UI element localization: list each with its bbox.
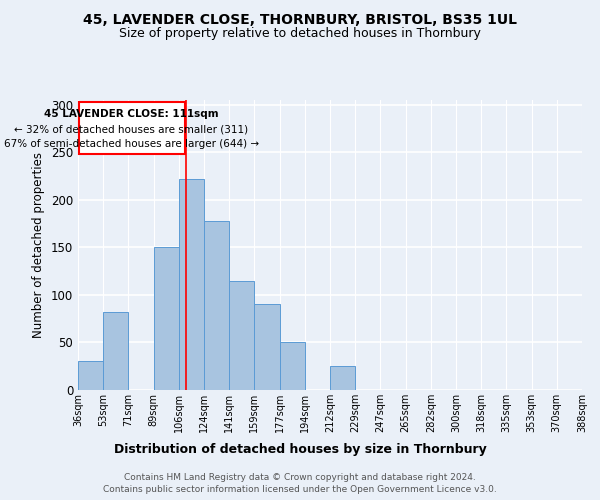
Bar bbox=[103, 312, 128, 390]
Text: Distribution of detached houses by size in Thornbury: Distribution of detached houses by size … bbox=[113, 442, 487, 456]
Y-axis label: Number of detached properties: Number of detached properties bbox=[32, 152, 46, 338]
Bar bbox=[179, 179, 204, 390]
Text: Size of property relative to detached houses in Thornbury: Size of property relative to detached ho… bbox=[119, 28, 481, 40]
Bar bbox=[204, 221, 229, 390]
Bar bbox=[78, 362, 103, 390]
Text: 67% of semi-detached houses are larger (644) →: 67% of semi-detached houses are larger (… bbox=[4, 138, 259, 148]
Bar bbox=[330, 366, 355, 390]
FancyBboxPatch shape bbox=[79, 102, 185, 154]
Bar bbox=[229, 280, 254, 390]
Text: 45 LAVENDER CLOSE: 111sqm: 45 LAVENDER CLOSE: 111sqm bbox=[44, 108, 219, 118]
Text: 45, LAVENDER CLOSE, THORNBURY, BRISTOL, BS35 1UL: 45, LAVENDER CLOSE, THORNBURY, BRISTOL, … bbox=[83, 12, 517, 26]
Bar bbox=[280, 342, 305, 390]
Bar bbox=[254, 304, 280, 390]
Text: ← 32% of detached houses are smaller (311): ← 32% of detached houses are smaller (31… bbox=[14, 124, 248, 134]
Bar bbox=[154, 248, 179, 390]
Text: Contains HM Land Registry data © Crown copyright and database right 2024.: Contains HM Land Registry data © Crown c… bbox=[124, 472, 476, 482]
Text: Contains public sector information licensed under the Open Government Licence v3: Contains public sector information licen… bbox=[103, 485, 497, 494]
